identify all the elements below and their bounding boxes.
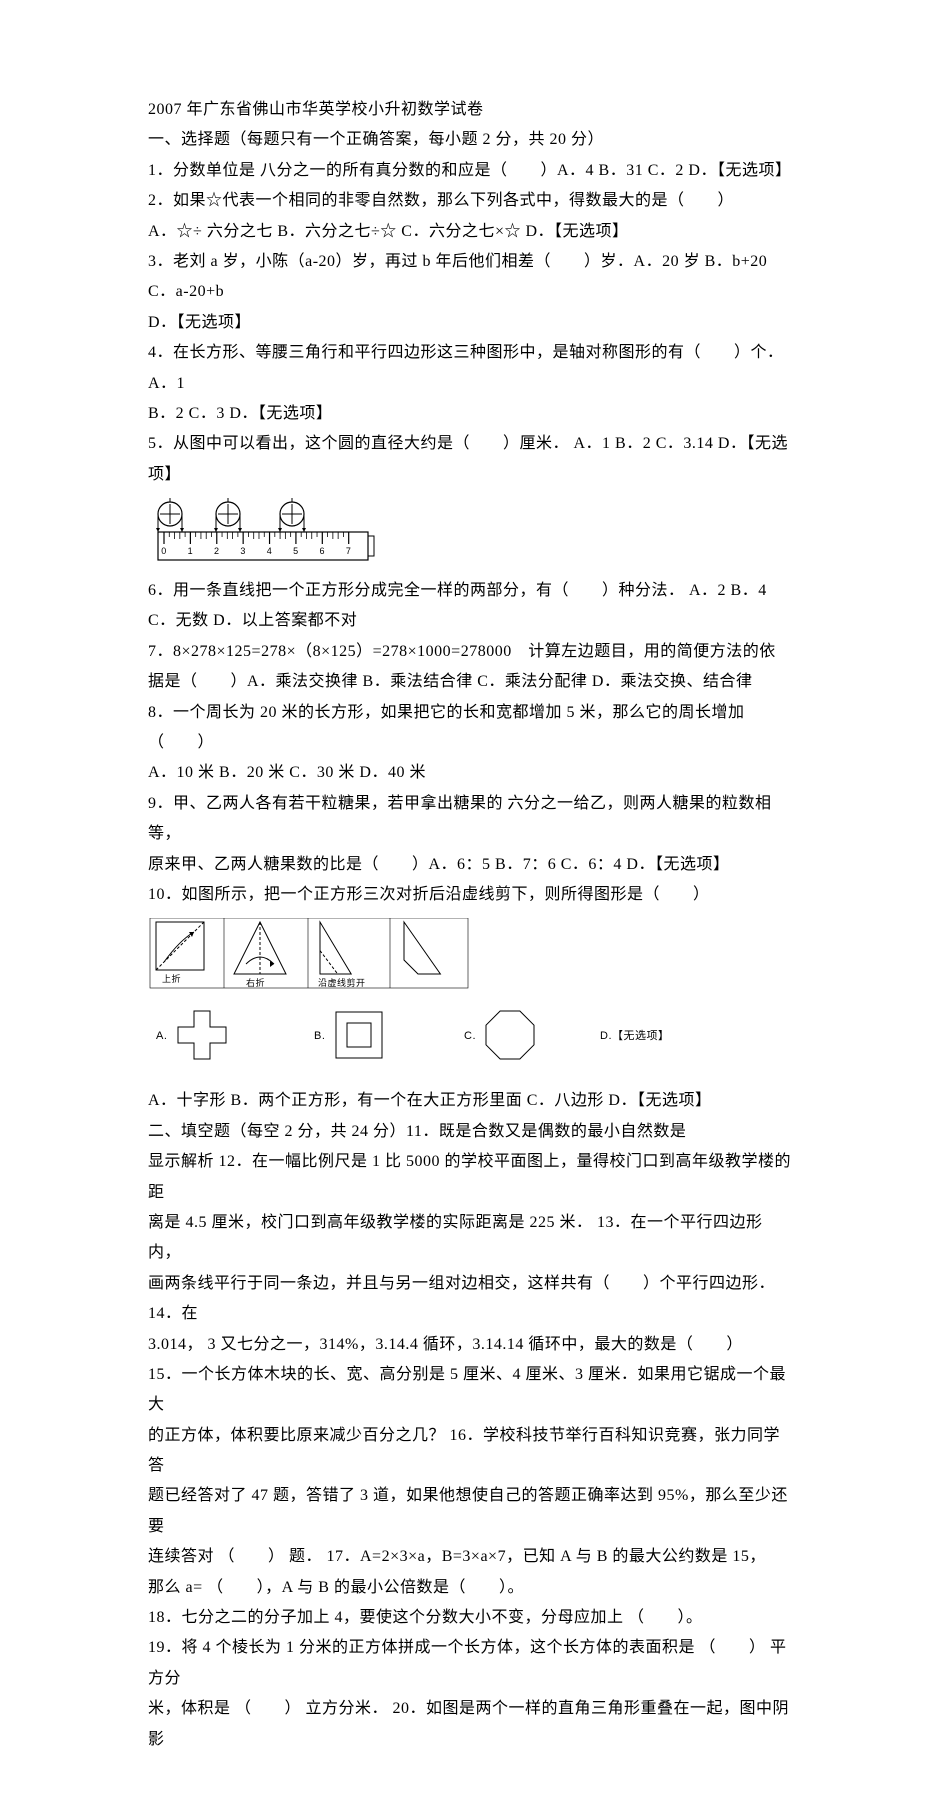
svg-text:5: 5 (293, 546, 299, 556)
ruler-figure: 0 1 2 3 4 5 6 7 (148, 496, 795, 574)
doc-title: 2007 年广东省佛山市华英学校小升初数学试卷 (148, 95, 795, 125)
svg-text:2: 2 (214, 546, 220, 556)
svg-text:D.【无选项】: D.【无选项】 (600, 1029, 670, 1042)
q7-b: 据是（ ）A．乘法交换律 B．乘法结合律 C．乘法分配律 D．乘法交换、结合律 (148, 667, 795, 697)
q12-b: 离是 4.5 厘米，校门口到高年级教学楼的实际距离是 225 米． 13．在一个… (148, 1208, 795, 1269)
section1-heading: 一、选择题（每题只有一个正确答案，每小题 2 分，共 20 分） (148, 125, 795, 155)
q3-d: D．【无选项】 (148, 308, 795, 338)
q19: 19．将 4 个棱长为 1 分米的正方体拼成一个长方体，这个长方体的表面积是 （… (148, 1633, 795, 1694)
q12-a: 显示解析 12．在一幅比例尺是 1 比 5000 的学校平面图上，量得校门口到高… (148, 1147, 795, 1208)
q4-bc: B．2 C．3 D．【无选项】 (148, 399, 795, 429)
svg-text:0: 0 (161, 546, 167, 556)
svg-text:7: 7 (346, 546, 352, 556)
q3: 3．老刘 a 岁，小陈（a-20）岁，再过 b 年后他们相差（ ）岁．A．20 … (148, 247, 795, 308)
svg-text:A.: A. (156, 1030, 167, 1042)
svg-text:1: 1 (188, 546, 194, 556)
q8-options: A．10 米 B．20 米 C．30 米 D．40 米 (148, 758, 795, 788)
svg-text:3: 3 (240, 546, 246, 556)
svg-text:右折: 右折 (246, 977, 265, 988)
q8: 8．一个周长为 20 米的长方形，如果把它的长和宽都增加 5 米，那么它的周长增… (148, 698, 795, 759)
fold-figure: 上折 右折 沿虚线剪开 A. B. C. D.【无选项】 (148, 918, 795, 1078)
q12-c: 画两条线平行于同一条边，并且与另一组对边相交，这样共有（ ）个平行四边形． 14… (148, 1269, 795, 1330)
q4: 4．在长方形、等腰三角行和平行四边形这三种图形中，是轴对称图形的有（ ）个． A… (148, 338, 795, 399)
q5: 5．从图中可以看出，这个圆的直径大约是（ ）厘米． A．1 B．2 C．3.14… (148, 429, 795, 490)
q9-b: 原来甲、乙两人糖果数的比是（ ）A．6：5 B．7：6 C．6：4 D．【无选项… (148, 850, 795, 880)
q6-cd: C．无数 D．以上答案都不对 (148, 606, 795, 636)
ruler-svg: 0 1 2 3 4 5 6 7 (148, 496, 378, 574)
q2: 2．如果☆代表一个相同的非零自然数，那么下列各式中，得数最大的是（ ） (148, 186, 795, 216)
q1: 1．分数单位是 八分之一的所有真分数的和应是（ ）A．4 B．31 C．2 D．… (148, 156, 795, 186)
q20: 米，体积是 （ ） 立方分米． 20．如图是两个一样的直角三角形重叠在一起，图中… (148, 1694, 795, 1755)
svg-text:B.: B. (314, 1030, 325, 1042)
svg-text:沿虚线剪开: 沿虚线剪开 (318, 977, 366, 988)
q10-options: A．十字形 B．两个正方形，有一个在大正方形里面 C．八边形 D．【无选项】 (148, 1086, 795, 1116)
q7: 7．8×278×125=278×（8×125）=278×1000=278000 … (148, 637, 795, 667)
q17: 那么 a= （ ），A 与 B 的最小公倍数是（ ）。 (148, 1573, 795, 1603)
q18: 18．七分之二的分子加上 4，要使这个分数大小不变，分母应加上 （ ）。 (148, 1603, 795, 1633)
q15-b: 的正方体，体积要比原来减少百分之几？ 16．学校科技节举行百科知识竞赛，张力同学… (148, 1421, 795, 1482)
q15: 15．一个长方体木块的长、宽、高分别是 5 厘米、4 厘米、3 厘米．如果用它锯… (148, 1360, 795, 1421)
svg-text:上折: 上折 (162, 973, 181, 984)
q2-options: A．☆÷ 六分之七 B．六分之七÷☆ C．六分之七×☆ D．【无选项】 (148, 217, 795, 247)
q16: 题已经答对了 47 题，答错了 3 道，如果他想使自己的答题正确率达到 95%，… (148, 1481, 795, 1542)
q14: 3.014， 3 又七分之一，314%，3.14.4 循环，3.14.14 循环… (148, 1330, 795, 1360)
q16-b: 连续答对 （ ） 题． 17．A=2×3×a，B=3×a×7，已知 A 与 B … (148, 1542, 795, 1572)
section2-heading: 二、填空题（每空 2 分，共 24 分）11．既是合数又是偶数的最小自然数是 (148, 1117, 795, 1147)
q10: 10．如图所示，把一个正方形三次对折后沿虚线剪下，则所得图形是（ ） (148, 880, 795, 910)
fold-svg: 上折 右折 沿虚线剪开 A. B. C. D.【无选项】 (148, 918, 688, 1078)
svg-text:C.: C. (464, 1030, 476, 1042)
q9: 9．甲、乙两人各有若干粒糖果，若甲拿出糖果的 六分之一给乙，则两人糖果的粒数相等… (148, 789, 795, 850)
svg-text:4: 4 (267, 546, 273, 556)
svg-text:6: 6 (320, 546, 326, 556)
q6: 6．用一条直线把一个正方形分成完全一样的两部分，有（ ）种分法． A．2 B．4 (148, 576, 795, 606)
